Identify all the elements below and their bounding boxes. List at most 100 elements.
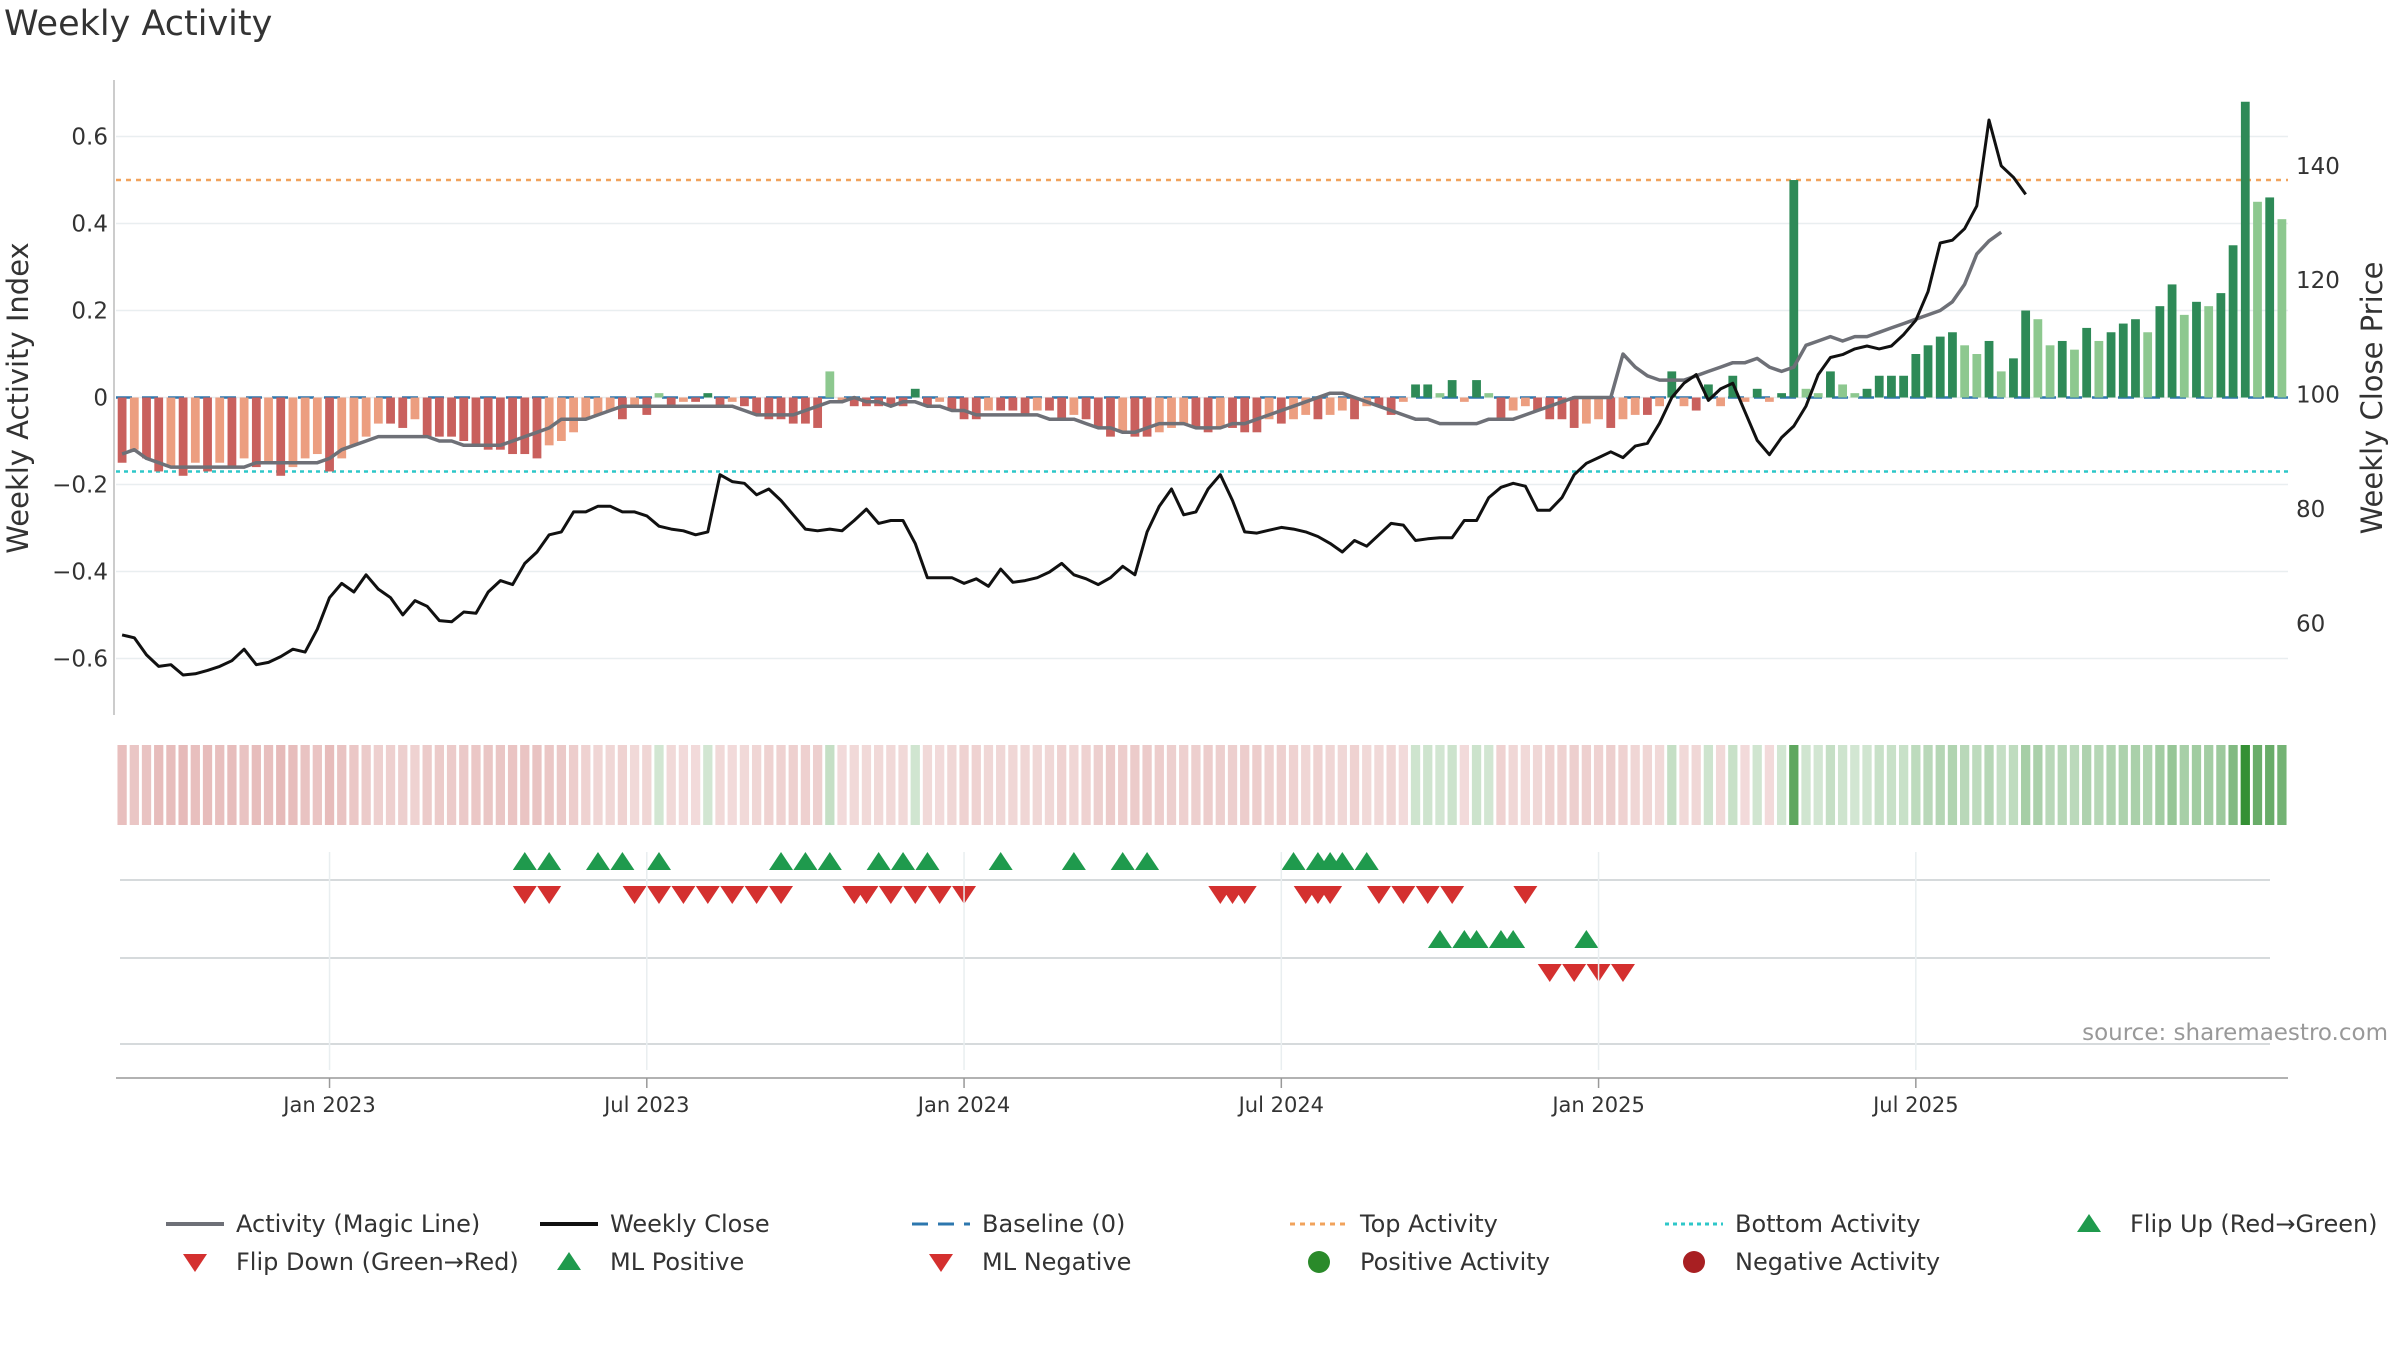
heat-cell [1923,745,1933,825]
activity-bar [984,397,993,411]
heat-cell [1484,745,1494,825]
activity-bar [239,397,249,459]
flip-down-marker [1391,886,1416,904]
activity-bar [142,397,151,459]
source-note: source: sharemaestro.com [2082,1020,2388,1046]
activity-bar [1154,397,1164,433]
heat-cell [581,745,591,825]
flip-markers [120,852,2270,1045]
heat-cell [947,745,957,825]
heat-cell [1972,745,1982,825]
activity-bar [996,397,1006,411]
activity-bar [1716,397,1725,407]
activity-bar [117,397,127,463]
heat-cell [2179,745,2189,825]
legend-positive-dot [1308,1251,1330,1273]
heat-cell [1569,745,1579,825]
heat-cell [1850,745,1860,825]
heat-cell [715,745,725,825]
heat-cell [1703,745,1714,825]
flip-up-marker [1427,930,1452,948]
flip-down-marker [903,886,928,904]
activity-bar [1581,397,1591,424]
heat-cell [2045,745,2055,825]
heat-cell [1276,745,1286,825]
activity-bar [300,397,310,459]
activity-bar [1691,397,1701,411]
legend-label: Top Activity [1359,1210,1498,1238]
heat-cell [1130,745,1140,825]
activity-bar [715,397,725,407]
flip-up-marker [1110,852,1135,870]
heat-cell [1093,745,1103,825]
heat-cell [2240,745,2250,825]
heat-cell [837,745,847,825]
heat-cell [1545,745,1555,825]
activity-bar [459,397,469,441]
activity-bar [1350,397,1359,420]
activity-bar [2179,314,2189,398]
activity-bar [264,397,273,463]
legend-label: Flip Up (Red→Green) [2130,1210,2378,1238]
activity-bar [1569,397,1579,428]
heat-cell [1935,745,1945,825]
heat-cell [617,745,628,825]
activity-bar [1142,397,1152,437]
date-label: Jul 2023 [602,1093,689,1117]
legend-label: Bottom Activity [1735,1210,1920,1238]
heat-cell [483,745,493,825]
activity-bar [1752,388,1762,398]
activity-bar [1704,384,1713,398]
flip-up-marker [817,852,842,870]
activity-bar [1069,397,1079,415]
activity-bar [1996,371,2006,398]
flip-down-marker [622,886,647,904]
heat-cell [2277,745,2287,825]
activity-bar [1118,397,1128,433]
activity-bar [1911,354,1921,398]
heat-cell [1337,745,1347,825]
flip-down-marker [512,886,537,904]
activity-bar [2057,340,2067,398]
heat-cell [1593,745,1604,825]
activity-bar [1228,397,1237,428]
activity-bar [373,397,383,424]
heat-cell [1557,745,1567,825]
activity-bar [2143,332,2153,398]
heat-cell [1020,745,1030,825]
heat-cell [593,745,603,825]
flip-up-marker [537,852,562,870]
heat-cell [1032,745,1042,825]
heat-cell [2106,745,2116,825]
flip-up-marker [585,852,610,870]
activity-bar [2033,319,2043,398]
activity-bar [288,397,298,468]
heat-cell [605,745,615,825]
activity-bar [1167,397,1176,428]
heat-cell [276,745,286,825]
activity-bar [2192,301,2201,398]
activity-bar [190,397,200,463]
heat-cell [373,745,383,825]
heat-cell [1447,745,1457,825]
activity-bar [203,397,212,472]
flip-up-marker [610,852,635,870]
activity-bar [849,397,859,407]
legend: Activity (Magic Line) Weekly Close Baselin… [166,1210,2378,1276]
series-lines [121,118,2027,677]
activity-bar [2277,219,2287,398]
activity-bar [1972,354,1982,398]
activity-bar [1484,393,1494,398]
heat-cell [129,745,139,825]
activity-bar [1301,397,1311,415]
legend-label: ML Negative [982,1248,1131,1276]
heat-cell [1423,745,1433,825]
activity-bar [361,397,371,437]
activity-bar [1398,397,1408,402]
heat-cell [202,745,213,825]
heat-cell [751,745,762,825]
activity-bar [2009,358,2018,398]
heat-cell [678,745,689,825]
heat-cell [1118,745,1128,825]
heat-cell [1801,745,1811,825]
